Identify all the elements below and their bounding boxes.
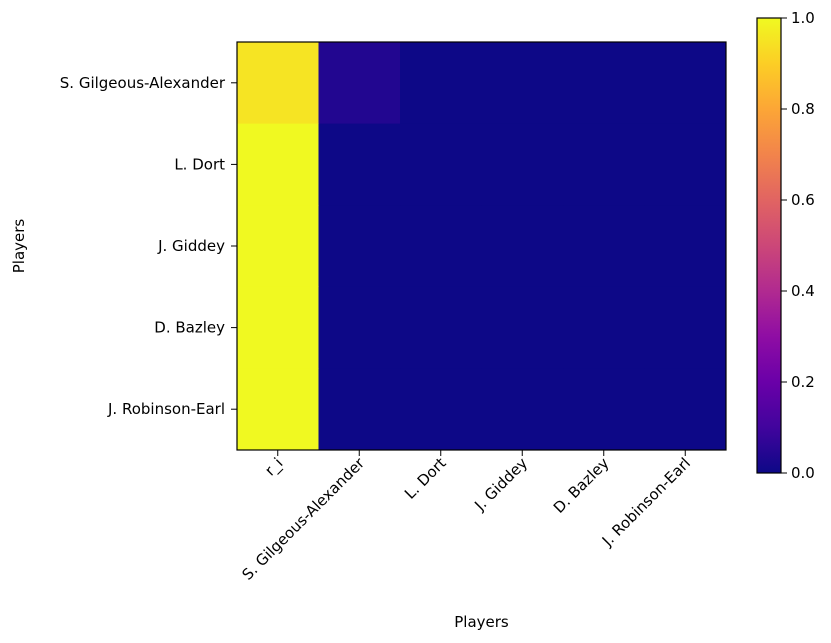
heatmap-cell (644, 42, 727, 125)
heatmap-cell (481, 123, 564, 206)
heatmap-cell (400, 123, 482, 206)
y-tick-label: J. Robinson-Earl (107, 400, 225, 418)
x-tick-label: r_i (261, 454, 287, 480)
y-tick-label: L. Dort (174, 155, 225, 173)
x-tick-label: D. Bazley (550, 454, 613, 517)
heatmap-cell (644, 205, 727, 288)
heatmap-cell (400, 42, 482, 125)
colorbar-tick-label: 0.6 (791, 191, 815, 209)
heatmap-cell (318, 286, 401, 369)
heatmap-cell (563, 123, 645, 206)
heatmap-cell (318, 205, 401, 288)
colorbar-gradient (756, 17, 782, 474)
colorbar-tick-label: 0.0 (791, 464, 815, 482)
heatmap-cell (400, 205, 482, 288)
heatmap-cell (237, 42, 319, 125)
colorbar-ticks: 0.0 0.2 0.4 0.6 0.8 1.0 (781, 9, 815, 482)
x-axis: r_iS. Gilgeous-Alexander L. Dort J. Giddey… (239, 450, 694, 584)
heatmap-cell (563, 42, 645, 125)
heatmap-cell (237, 286, 319, 369)
heatmap-cell (481, 286, 564, 369)
colorbar-tick-label: 0.4 (791, 282, 815, 300)
colorbar-tick-label: 1.0 (791, 9, 815, 27)
colorbar-tick-label: 0.2 (791, 373, 815, 391)
y-axis: S. Gilgeous-Alexander L. Dort J. Giddey D. … (60, 74, 237, 418)
heatmap-cell (563, 286, 645, 369)
heatmap-cell (318, 123, 401, 206)
heatmap-cell (563, 205, 645, 288)
x-tick-label: J. Robinson-Earl (598, 454, 694, 550)
x-tick-label: J. Giddey (470, 454, 531, 515)
heatmap-cell (400, 286, 482, 369)
x-tick-label: S. Gilgeous-Alexander (239, 454, 369, 584)
heatmap-cell (644, 368, 727, 451)
heatmap-cell (237, 123, 319, 206)
heatmap-cell (237, 205, 319, 288)
y-tick-label: J. Giddey (157, 237, 225, 255)
x-tick-label: L. Dort (401, 454, 450, 503)
x-axis-label: Players (454, 613, 509, 631)
colorbar: 0.0 0.2 0.4 0.6 0.8 1.0 (756, 9, 815, 482)
heatmap-cell (318, 368, 401, 451)
heatmap-cell (400, 368, 482, 451)
heatmap-cell (481, 42, 564, 125)
heatmap-cell (318, 42, 401, 125)
heatmap-cell (644, 286, 727, 369)
y-tick-label: D. Bazley (154, 319, 225, 337)
y-axis-label: Players (10, 219, 28, 274)
heatmap-cell (481, 368, 564, 451)
heatmap-cell (563, 368, 645, 451)
heatmap-cell (481, 205, 564, 288)
heatmap-cell (237, 368, 319, 451)
heatmap-cells (237, 42, 727, 451)
heatmap-cell (644, 123, 727, 206)
y-tick-label: S. Gilgeous-Alexander (60, 74, 226, 92)
colorbar-tick-label: 0.8 (791, 100, 815, 118)
